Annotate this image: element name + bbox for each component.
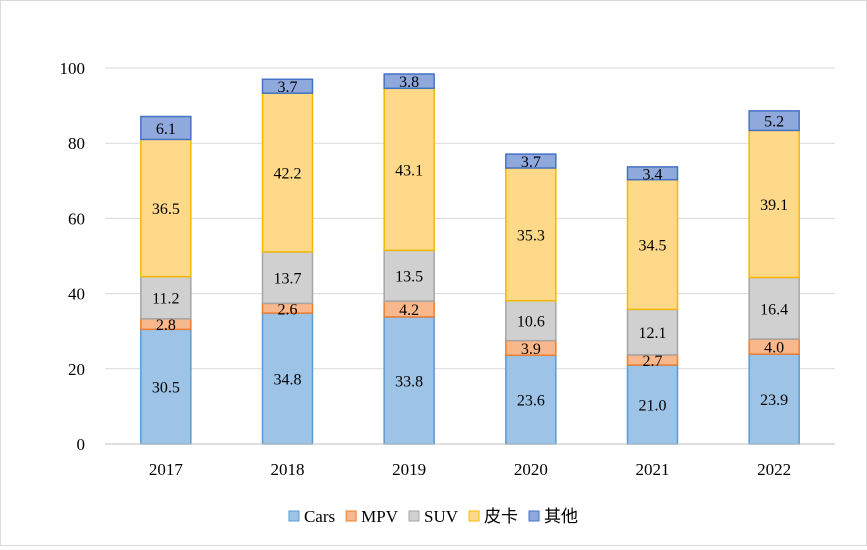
data-label: 16.4 [760,301,788,318]
data-label: 6.1 [156,121,176,138]
x-tick-label: 2020 [514,460,548,479]
data-label: 33.8 [395,373,423,390]
bar-stack-2020: 23.6 3.9 10.6 35.3 3.7 [505,153,557,445]
data-label: 21.0 [639,398,667,415]
data-label: 42.2 [274,166,302,183]
legend-item: MPV [345,507,399,526]
legend: Cars MPV SUV 皮卡 其他 [288,507,578,526]
bar-stack-2022: 23.9 4.0 16.4 39.1 5.2 [748,110,800,445]
legend-item: Cars [288,507,335,526]
bar-segment [140,328,192,445]
legend-label: 其他 [544,507,578,526]
bar-segment [626,166,679,181]
bar-segment [748,276,800,340]
data-label: 30.5 [152,380,180,397]
legend-swatch [288,510,300,522]
data-label: 3.4 [643,166,663,183]
data-label: 11.2 [152,291,179,308]
bar-segment [748,129,800,279]
data-label: 39.1 [760,197,788,214]
data-label: 13.7 [274,271,302,288]
legend-label: Cars [304,507,335,526]
legend-label: 皮卡 [484,507,518,526]
bar-stack-2017: 30.5 2.8 11.2 36.5 6.1 [140,115,192,445]
y-tick-label: 60 [68,209,85,228]
bar-stack-2021: 21.0 2.7 12.1 34.5 3.4 [626,166,679,445]
data-label: 10.6 [517,314,545,331]
bar-segment [140,115,192,141]
bar-segment [383,73,435,90]
legend-item: 皮卡 [468,507,518,526]
data-label: 3.7 [278,79,298,96]
data-label: 36.5 [152,201,180,218]
data-label: 2.8 [156,317,176,334]
y-axis: 0 20 40 60 80 100 [60,59,86,454]
y-tick-label: 0 [77,435,86,454]
bar-segment [261,251,314,305]
bar-segment [505,167,557,302]
data-label: 12.1 [639,325,667,342]
bar-segment [383,249,435,302]
x-tick-label: 2018 [271,460,305,479]
y-tick-label: 100 [60,59,86,78]
x-axis: 2017 2018 2019 2020 2021 2022 [105,443,835,479]
data-label: 23.6 [517,393,545,410]
legend-swatch [468,510,480,522]
data-label: 3.8 [399,74,419,91]
y-tick-label: 20 [68,360,85,379]
legend-swatch [528,510,540,522]
bar-segment [261,78,314,94]
data-label: 13.5 [395,269,423,286]
bar-segment [748,110,800,132]
bar-segment [261,92,314,253]
data-label: 4.0 [764,340,784,357]
legend-item: SUV [408,507,459,526]
data-label: 23.9 [760,392,788,409]
data-label: 2.6 [278,301,298,318]
gridlines [105,67,835,370]
data-label: 5.2 [764,114,784,131]
legend-swatch [408,510,420,522]
data-label: 34.8 [274,372,302,389]
bar-segment [261,312,314,445]
y-tick-label: 40 [68,285,85,304]
x-tick-label: 2019 [392,460,426,479]
bar-stacks: 30.5 2.8 11.2 36.5 6.1 34.8 2.6 13.7 42.2 3.7 33.8… [140,73,800,445]
data-label: 35.3 [517,227,545,244]
bar-segment [626,308,679,356]
legend-swatch [345,510,357,522]
x-tick-label: 2021 [636,460,670,479]
x-tick-label: 2017 [149,460,184,479]
data-label: 3.9 [521,341,541,358]
y-tick-label: 80 [68,134,85,153]
legend-label: SUV [424,507,459,526]
bar-segment [505,153,557,169]
bar-segment [140,138,192,278]
data-label: 43.1 [395,162,423,179]
bar-segment [140,275,192,320]
legend-label: MPV [361,507,399,526]
legend-item: 其他 [528,507,578,526]
bar-segment [626,178,679,311]
bar-segment [505,299,557,342]
data-label: 2.7 [643,353,663,370]
bar-stack-2018: 34.8 2.6 13.7 42.2 3.7 [261,78,314,445]
data-label: 34.5 [639,238,667,255]
data-label: 4.2 [399,302,419,319]
bar-stack-2019: 33.8 4.2 13.5 43.1 3.8 [383,73,435,445]
data-label: 3.7 [521,154,541,171]
x-tick-label: 2022 [757,460,791,479]
